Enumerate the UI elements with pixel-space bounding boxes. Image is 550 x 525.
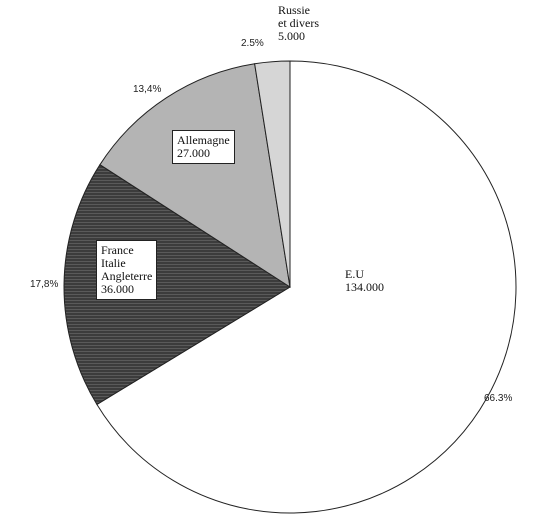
category-name: Russie et divers	[278, 3, 319, 30]
category-name: E.U	[345, 267, 364, 281]
percent-label: 2.5%	[241, 38, 264, 49]
percent-label: 66.3%	[484, 393, 513, 404]
percent-label: 13,4%	[133, 84, 162, 95]
slice-label: France Italie Angleterre 36.000	[96, 240, 158, 300]
amount-label: 36.000	[101, 282, 134, 296]
slice-label: Allemagne 27.000	[172, 130, 235, 164]
slice-label: Russie et divers 5.000	[278, 4, 319, 43]
amount-label: 5.000	[278, 29, 305, 43]
slice-label: E.U 134.000	[345, 268, 384, 294]
amount-label: 27.000	[177, 146, 210, 160]
percent-label: 17,8%	[30, 279, 59, 290]
pie-slice	[254, 60, 291, 288]
amount-label: 134.000	[345, 280, 384, 294]
category-name: Allemagne	[177, 133, 230, 147]
pie-slice	[96, 60, 517, 514]
pie-slice	[99, 63, 291, 289]
pie-slice	[63, 164, 291, 406]
category-name: France Italie Angleterre	[101, 243, 153, 283]
